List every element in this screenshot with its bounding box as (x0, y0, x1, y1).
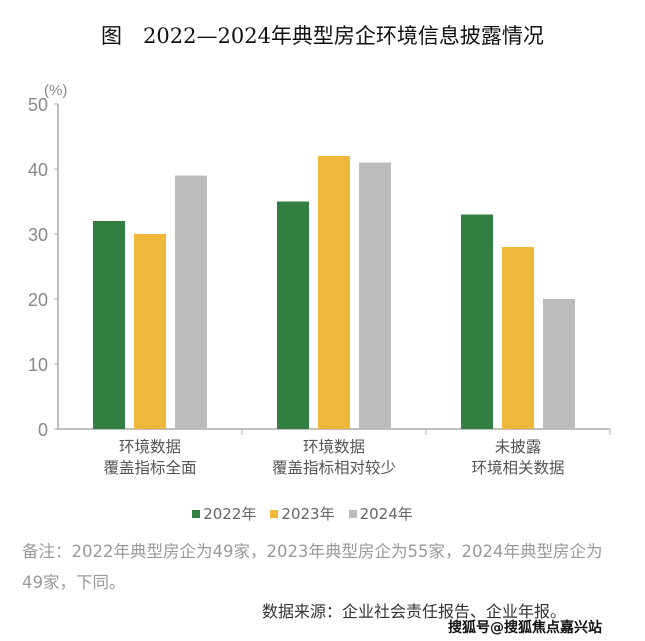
legend: 2022年 2023年 2024年 (0, 503, 625, 524)
legend-swatch (192, 509, 201, 518)
legend-swatch (270, 509, 279, 518)
bar (93, 221, 125, 429)
legend-item: 2024年 (348, 503, 413, 524)
y-axis-unit: (%) (44, 82, 67, 99)
watermark: 搜狐号@搜狐焦点嘉兴站 (448, 620, 602, 636)
x-tick-label: 环境数据 (303, 437, 365, 456)
chart-title: 图 2022—2024年典型房企环境信息披露情况 (101, 24, 544, 48)
x-tick-label: 未披露 (495, 438, 542, 456)
legend-label: 2023年 (281, 505, 335, 523)
bar (277, 201, 309, 429)
bar (543, 299, 575, 429)
legend-swatch (348, 509, 357, 518)
y-tick-label: 40 (28, 160, 48, 180)
footnote: 备注：2022年典型房企为49家，2023年典型房企为55家，2024年典型房企… (22, 542, 603, 592)
x-tick-label: 覆盖指标全面 (103, 459, 196, 477)
legend-label: 2022年 (203, 505, 257, 523)
y-tick-label: 10 (28, 355, 48, 375)
bar (502, 247, 534, 429)
bar (175, 175, 207, 429)
x-tick-label: 覆盖指标相对较少 (272, 459, 396, 477)
legend-item: 2022年 (192, 503, 256, 524)
y-tick-label: 50 (28, 95, 48, 115)
y-tick-label: 30 (28, 225, 48, 245)
x-tick-label: 环境数据 (119, 437, 181, 456)
bar (359, 162, 391, 429)
data-source: 数据来源：企业社会责任报告、企业年报。 (262, 602, 567, 621)
legend-label: 2024年 (359, 505, 413, 523)
y-tick-label: 20 (28, 290, 48, 310)
bar (134, 234, 166, 429)
bar-chart: 01020304050(%)环境数据覆盖指标全面环境数据覆盖指标相对较少未披露环… (28, 82, 611, 477)
bar (318, 156, 350, 429)
legend-item: 2023年 (270, 503, 335, 524)
y-tick-label: 0 (38, 420, 48, 440)
bar (461, 214, 493, 429)
x-tick-label: 环境相关数据 (471, 458, 564, 477)
